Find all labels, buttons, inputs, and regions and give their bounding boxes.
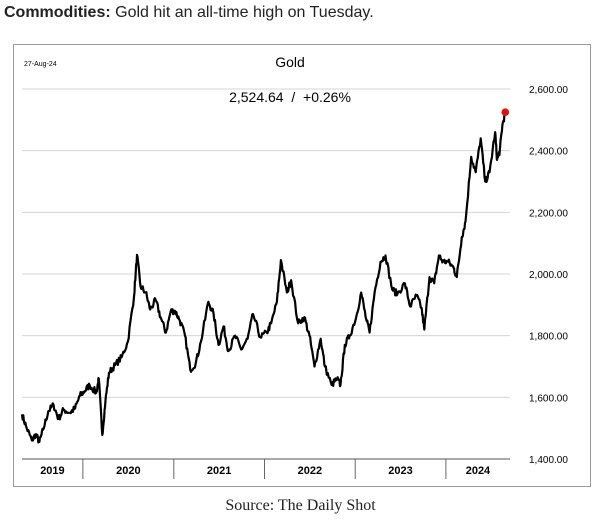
chart-frame: 2019 2020 2021 2022 2023 2024 1,400.00 1,600.0… <box>13 44 591 487</box>
headline-label: Commodities: <box>4 4 111 21</box>
y-tick-label: 2,600.00 <box>529 85 568 96</box>
x-tick-label: 2024 <box>466 465 491 477</box>
gold-price-line <box>20 111 507 444</box>
y-tick-label: 1,400.00 <box>529 455 568 466</box>
gold-price-chart: 2019 2020 2021 2022 2023 2024 1,400.00 1,600.0… <box>20 54 568 479</box>
last-price-marker <box>501 108 510 117</box>
headline-text: Gold hit an all-time high on Tuesday. <box>115 4 374 21</box>
date-label: 27-Aug-24 <box>24 61 57 68</box>
chart-title: Gold <box>275 54 305 70</box>
y-tick-label: 1,600.00 <box>529 393 568 404</box>
y-tick-label: 2,000.00 <box>529 270 568 281</box>
x-axis: 2019 2020 2021 2022 2023 2024 <box>22 458 510 479</box>
y-tick-label: 1,800.00 <box>529 332 568 343</box>
source-caption: Source: The Daily Shot <box>225 497 376 514</box>
x-tick-label: 2023 <box>388 465 412 477</box>
y-tick-label: 2,200.00 <box>529 208 568 219</box>
headline: Commodities: Gold hit an all-time high o… <box>4 4 374 22</box>
x-tick-label: 2022 <box>298 465 322 477</box>
y-tick-label: 2,400.00 <box>529 147 568 158</box>
x-tick-label: 2021 <box>207 465 231 477</box>
y-axis-ticks: 1,400.00 1,600.00 1,800.00 2,000.00 2,200.00… <box>529 85 568 466</box>
grid-lines <box>22 88 510 398</box>
x-tick-label: 2020 <box>116 465 140 477</box>
chart-subtitle: 2,524.64 / +0.26% <box>229 89 351 105</box>
x-tick-label: 2019 <box>40 465 64 477</box>
